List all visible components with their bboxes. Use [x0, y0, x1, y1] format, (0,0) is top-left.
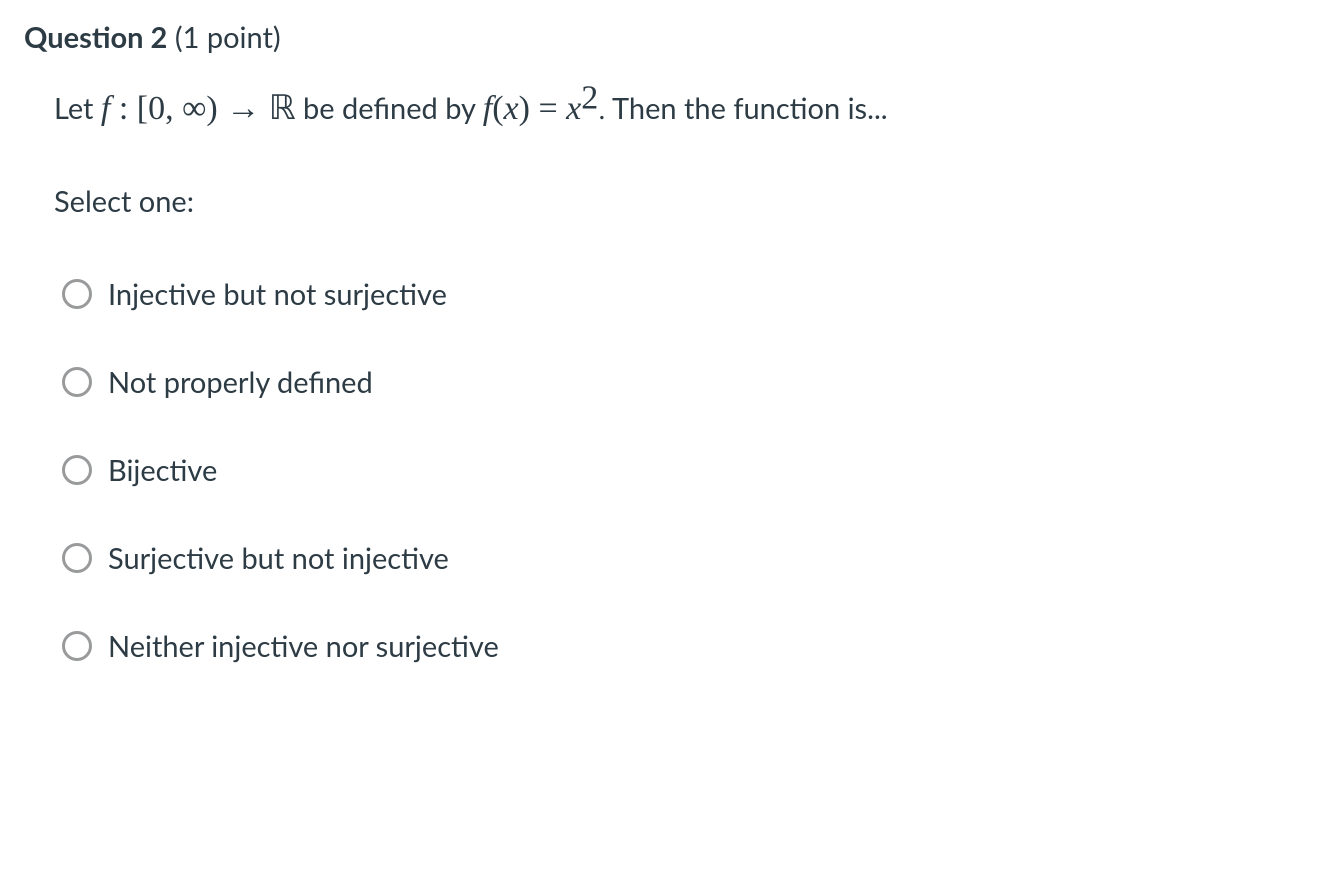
math-x2-base: x [566, 90, 581, 127]
math-fx-f: f [483, 90, 492, 127]
math-x: x [504, 90, 519, 127]
math-equals: = [530, 90, 566, 127]
question-points: (1 point) [175, 20, 281, 55]
option-neither[interactable]: Neither injective nor surjective [62, 631, 1310, 661]
question-label: Question 2 [24, 20, 167, 55]
radio-icon [62, 367, 92, 397]
text-then: Then the function is... [605, 91, 887, 126]
option-bijective[interactable]: Bijective [62, 455, 1310, 485]
option-label: Surjective but not injective [108, 544, 449, 573]
math-colon: : [110, 90, 136, 127]
radio-icon [62, 543, 92, 573]
math-paren-close: ) [519, 90, 530, 127]
select-one-label: Select one: [54, 184, 1310, 219]
math-f: f [101, 90, 110, 127]
math-x2-exp: 2 [581, 79, 598, 116]
option-injective-not-surjective[interactable]: Injective but not surjective [62, 279, 1310, 309]
option-label: Neither injective nor surjective [108, 632, 499, 661]
question-body: Let f : [0, ∞) → ℝ be defined by f(x) = … [24, 83, 1310, 661]
text-defined-by: be defined by [296, 91, 476, 126]
math-codomain: ℝ [269, 90, 296, 127]
option-label: Not properly defined [108, 368, 373, 397]
radio-icon [62, 455, 92, 485]
options-group: Injective but not surjective Not properl… [54, 279, 1310, 661]
option-label: Injective but not surjective [108, 280, 447, 309]
text-let: Let [54, 91, 93, 126]
radio-icon [62, 631, 92, 661]
math-paren-open: ( [492, 90, 503, 127]
question-header: Question 2 (1 point) [24, 20, 1310, 55]
option-label: Bijective [108, 456, 217, 485]
option-not-properly-defined[interactable]: Not properly defined [62, 367, 1310, 397]
math-arrow: → [218, 90, 269, 127]
option-surjective-not-injective[interactable]: Surjective but not injective [62, 543, 1310, 573]
radio-icon [62, 279, 92, 309]
math-domain: [0, ∞) [137, 90, 218, 127]
question-text: Let f : [0, ∞) → ℝ be defined by f(x) = … [54, 83, 1310, 134]
